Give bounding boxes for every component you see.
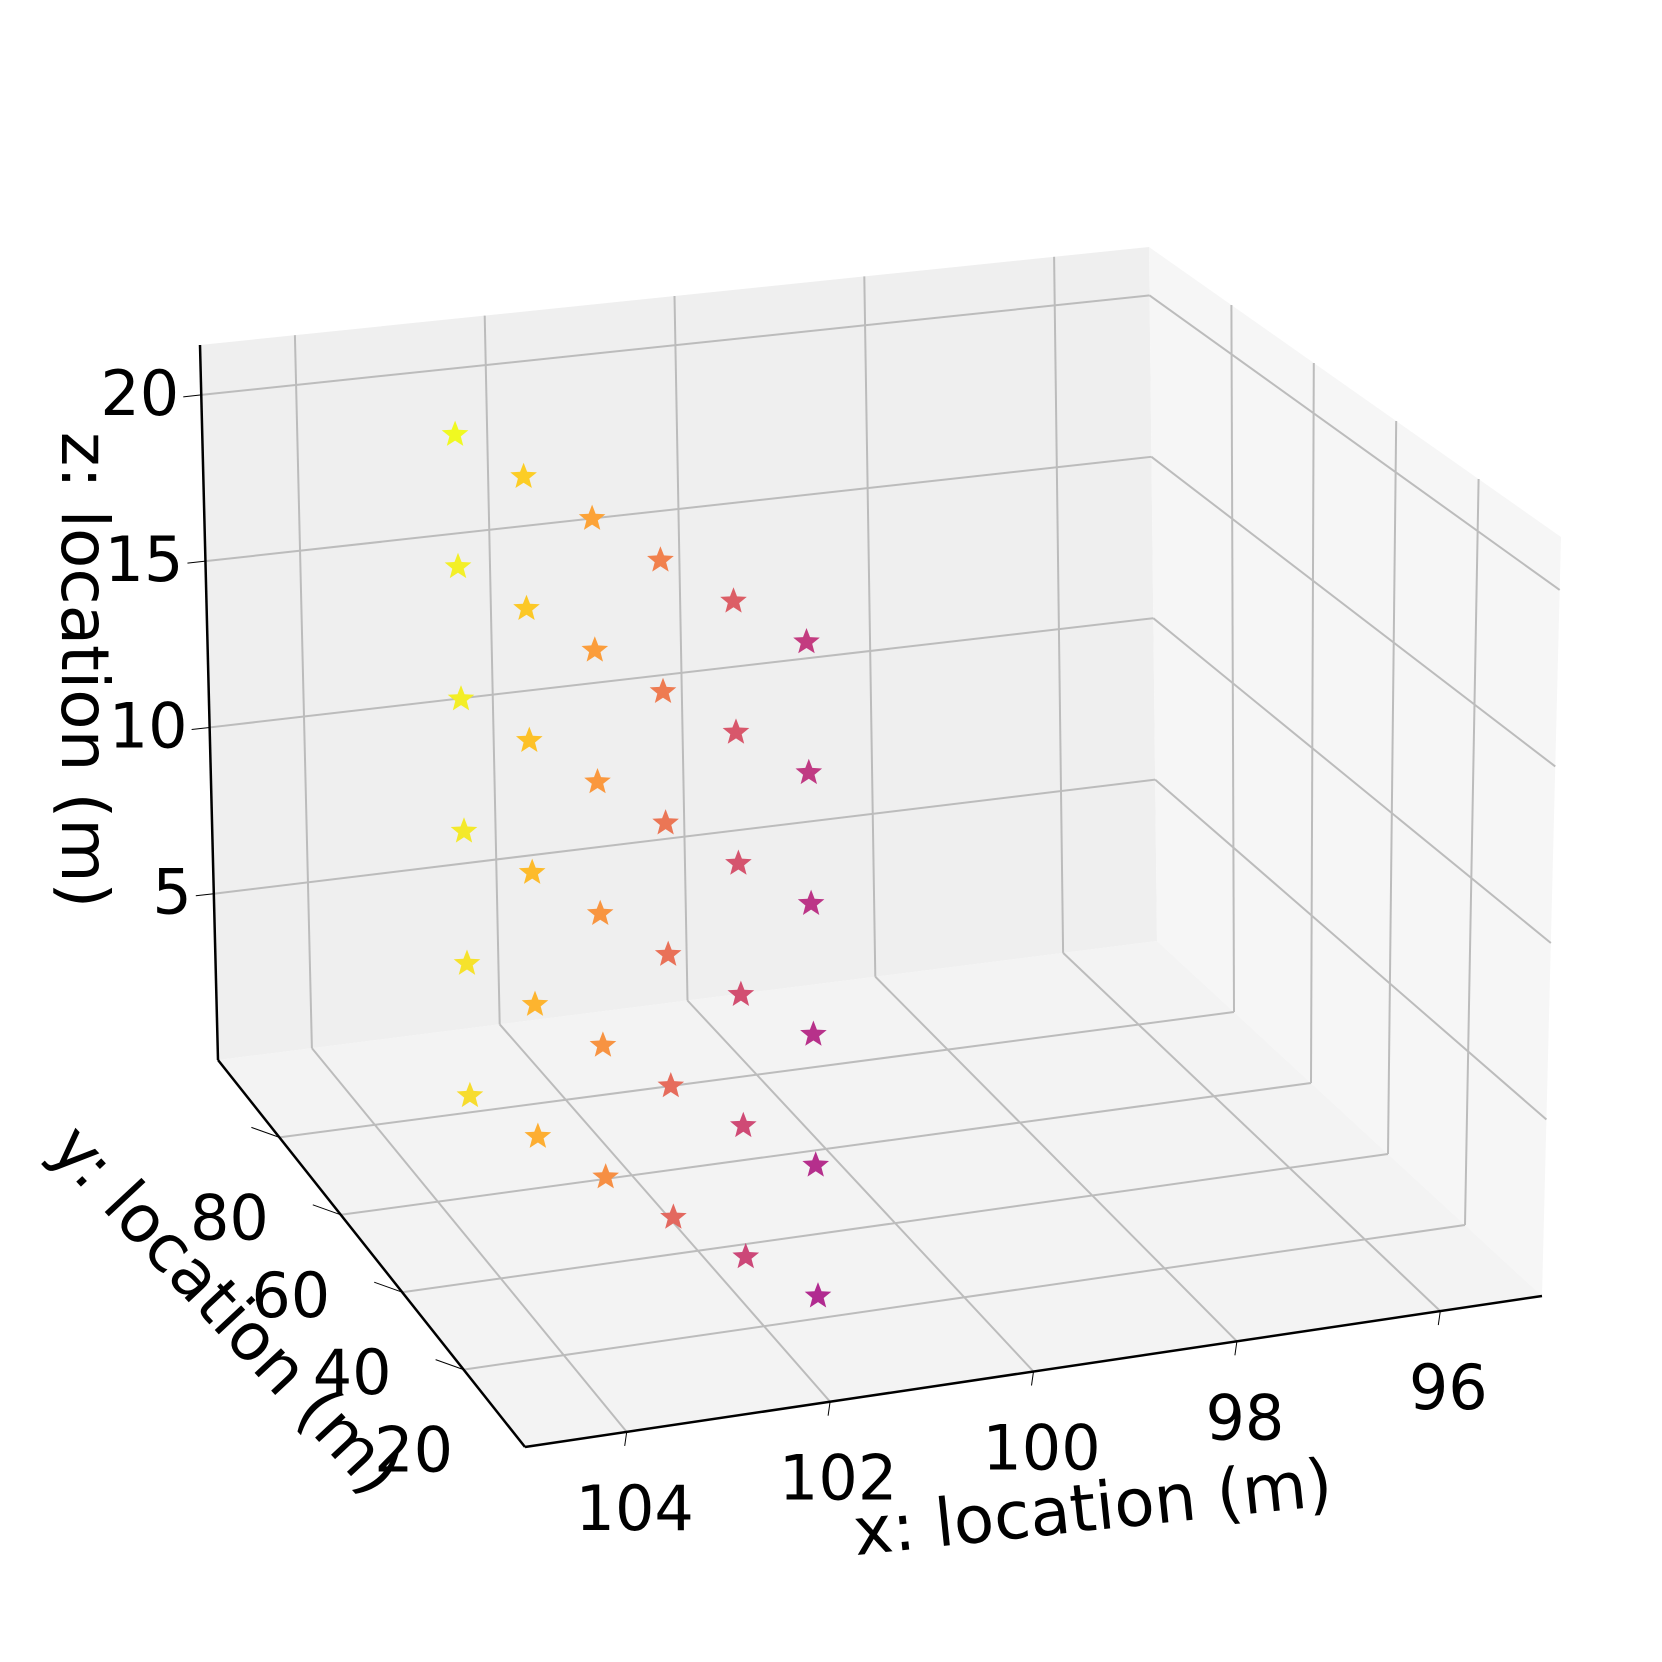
star-point [524,1122,552,1148]
star-point [521,990,549,1016]
x-tick-label: 98 [1205,1381,1284,1454]
z-axis-label: z: location (m) [46,432,123,909]
x-tick-label: 100 [982,1412,1100,1485]
star-point [804,1282,832,1308]
y-grid-side [1387,420,1398,1155]
z-grid-side [1154,778,1548,1121]
z-grid-back [205,455,1152,563]
y-tick-label: 40 [313,1336,392,1409]
x-tick-label: 96 [1409,1351,1488,1424]
star-point [732,1242,760,1269]
star-point [797,889,825,915]
axes-panes [200,247,1561,1447]
y-tick [374,1281,403,1293]
star-point [584,768,611,794]
x-grid-back [293,335,313,1049]
star-point [793,628,820,654]
z-tick-label: 20 [100,357,179,430]
data-points [441,420,832,1308]
y-grid-side [1310,362,1315,1084]
star-point [654,940,682,966]
grid-lines [201,256,1561,1433]
star-point [586,899,614,925]
y-tick-label: 20 [374,1414,453,1487]
star-point [649,677,677,703]
z-tick [187,560,206,564]
star-point [795,758,823,785]
star-point [592,1163,619,1189]
star-point [447,685,475,711]
z-grid-back [213,778,1156,895]
star-point [657,1072,685,1098]
z-tick [183,394,202,398]
y-tick [312,1204,341,1216]
z-grid-back [209,617,1154,729]
y-grid-floor [463,1224,1466,1371]
z-tick [191,726,210,730]
x-grid-floor [311,1047,628,1433]
star-point [453,949,481,975]
star-point [800,1020,827,1046]
floor-pane [218,941,1542,1447]
x-grid-floor [1062,952,1441,1312]
y-tick [251,1126,280,1138]
y-grid-side [1464,478,1480,1226]
y-grid-floor [340,1082,1312,1216]
x-tick [1437,1311,1441,1326]
x-tick [1031,1371,1034,1386]
y-axis-line [217,1059,526,1448]
y-tick-label: 80 [190,1181,269,1254]
x-grid-back [673,295,689,1001]
x-tick [1234,1341,1238,1356]
x-grid-floor [686,999,1035,1373]
star-point [450,817,478,843]
star-point [456,1081,484,1108]
star-point [441,420,469,446]
star-point [513,594,540,620]
x-tick-label: 104 [576,1472,694,1545]
x-grid-back [483,315,501,1025]
star-point [725,849,752,875]
x-tick [827,1401,831,1416]
y-tick-label: 60 [251,1259,330,1332]
z-grid-side [1148,294,1561,591]
back-pane [200,247,1157,1060]
star-point [518,858,546,884]
star-point [581,636,609,662]
star-point [730,1111,757,1138]
star-point [727,980,755,1006]
star-point [652,809,679,835]
y-grid-side [1230,304,1235,1013]
star-point [516,726,543,752]
star-point [589,1031,617,1057]
star-point [802,1151,829,1177]
z-tick-label: 5 [152,856,191,929]
star-point [578,504,606,530]
side-pane [1149,247,1561,1296]
star-point [647,546,674,572]
star-point [722,718,750,744]
z-grid-side [1150,456,1556,768]
z-grid-back [201,294,1150,396]
z-tick-label: 15 [105,523,184,596]
x-tick-label: 102 [779,1442,897,1515]
x-grid-back [1053,256,1065,953]
star-point [720,587,747,613]
z-grid-side [1152,617,1552,944]
y-tick [435,1359,464,1371]
x-grid-floor [874,975,1238,1343]
star-point [444,552,472,579]
y-grid-floor [402,1153,1389,1294]
z-tick [195,893,214,897]
star-point [510,462,537,488]
z-axis-line [198,344,220,1061]
star-point [660,1203,687,1229]
y-grid-floor [279,1011,1235,1139]
x-tick [624,1431,628,1446]
z-tick-label: 10 [109,689,188,762]
x-grid-back [863,276,877,977]
